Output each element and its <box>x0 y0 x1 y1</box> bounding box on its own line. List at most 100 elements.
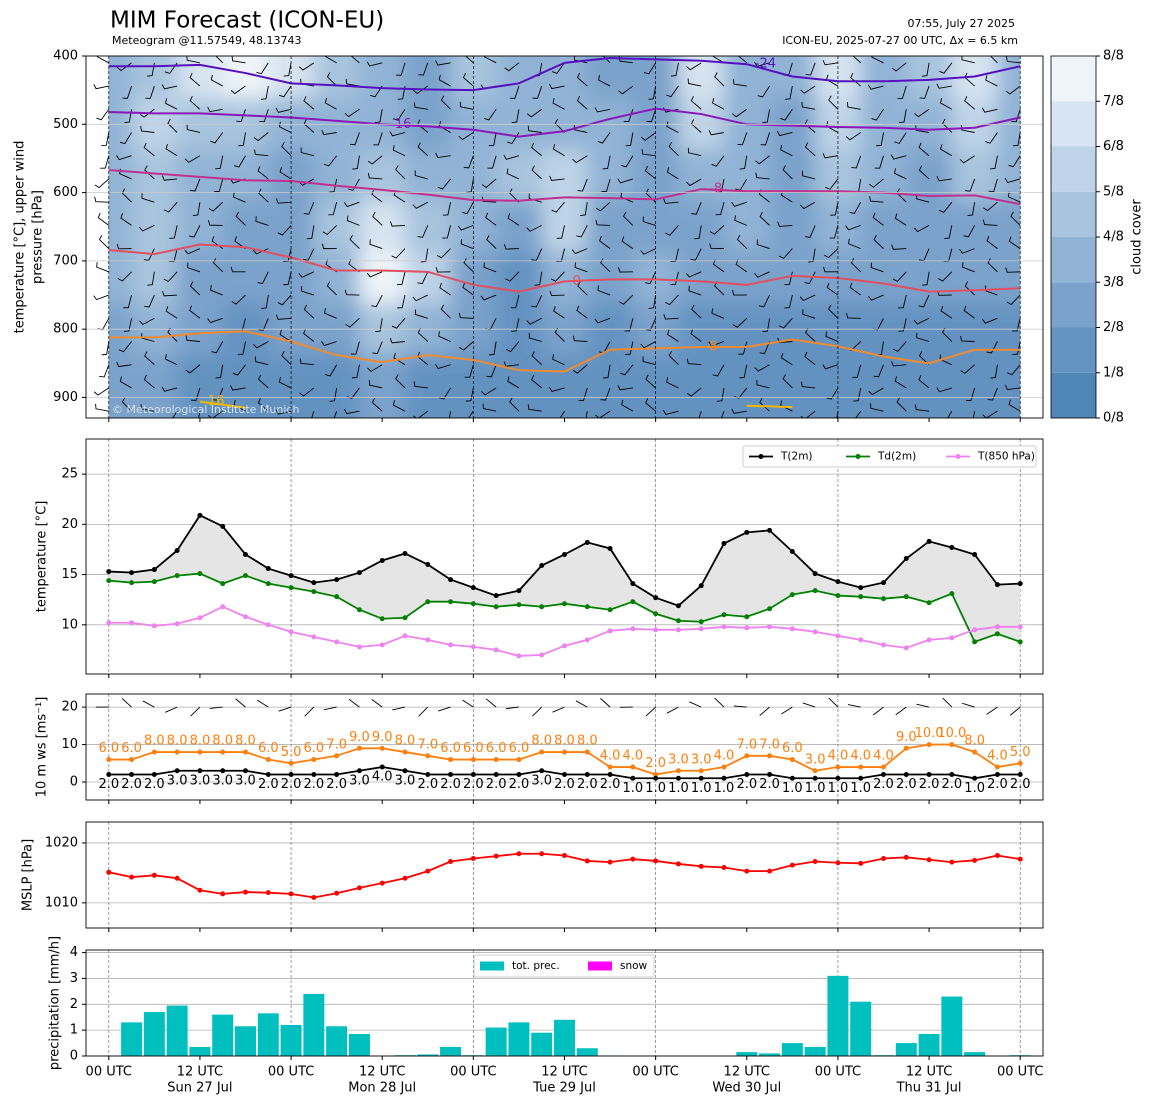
wind-barb <box>573 124 588 133</box>
colorbar-tick-label: 8/8 <box>1103 49 1124 64</box>
bar <box>941 996 963 1056</box>
wind-barb <box>576 305 588 319</box>
wind-barb <box>964 281 975 296</box>
wind-barb <box>371 397 383 412</box>
wind-barb <box>990 155 998 170</box>
marker <box>516 772 522 778</box>
wind-barb <box>531 374 542 389</box>
wind-barb <box>489 341 497 356</box>
value-label: 2.0 <box>304 777 325 792</box>
wind-barb <box>641 149 656 157</box>
wind-barb <box>595 219 611 226</box>
marker <box>881 764 886 770</box>
wind-barb <box>511 318 520 332</box>
wind-barb <box>350 56 360 64</box>
wind-barb <box>825 178 839 190</box>
wind-barb <box>619 294 634 305</box>
cloud-cell <box>678 201 725 253</box>
wind-barb <box>964 96 975 110</box>
run-time: 07:55, July 27 2025 <box>908 17 1015 30</box>
marker <box>562 643 567 649</box>
cloud-cell <box>860 201 907 253</box>
bar <box>326 1026 348 1056</box>
wind-barb <box>799 201 816 210</box>
wind-barb <box>162 291 178 297</box>
marker <box>858 860 864 866</box>
wind-barb <box>552 706 565 713</box>
x-tick-label: 12 UTC <box>541 1065 587 1080</box>
colorbar-tick-label: 4/8 <box>1103 230 1124 245</box>
bar <box>303 993 325 1056</box>
wind-barb <box>939 98 953 110</box>
wind-barb <box>576 72 588 87</box>
marker <box>220 581 226 587</box>
wind-barb <box>186 56 201 64</box>
value-label: 8.0 <box>964 734 985 749</box>
x-tick-label: 00 UTC <box>450 1065 496 1080</box>
wind-barb <box>694 225 702 240</box>
wind-barb <box>349 132 360 146</box>
y-tick-label: 1010 <box>45 895 78 910</box>
wind-barb <box>585 411 588 418</box>
wind-barb <box>366 61 383 67</box>
wind-barb <box>549 83 565 90</box>
wind-barb <box>853 387 862 402</box>
wind-barb <box>778 248 793 259</box>
wind-barb <box>873 235 884 249</box>
bar <box>850 1001 872 1056</box>
cloud-cell <box>131 149 178 202</box>
wind-barb <box>962 702 975 708</box>
wind-barb <box>824 248 839 259</box>
wind-barb <box>483 262 497 273</box>
wind-barb <box>391 248 406 259</box>
wind-barb <box>531 248 543 261</box>
wind-barb <box>836 411 839 418</box>
cloud-cell <box>587 354 634 418</box>
wind-barb <box>210 285 223 296</box>
wind-barb <box>754 364 770 372</box>
marker <box>949 635 955 641</box>
wind-barb <box>352 155 360 170</box>
marker <box>356 885 362 891</box>
wind-barb <box>184 248 201 255</box>
cloud-cell <box>177 56 224 100</box>
cloud-cell <box>951 252 998 305</box>
wind-barb <box>233 155 246 168</box>
colorbar-tick-label: 2/8 <box>1103 320 1124 335</box>
wind-barb <box>595 201 611 212</box>
wind-barb <box>1007 364 1021 376</box>
marker <box>265 890 271 896</box>
wind-barb <box>829 225 839 239</box>
cloud-cell <box>951 201 998 253</box>
wind-barb <box>918 375 930 389</box>
wind-barb <box>301 286 314 296</box>
wind-barb <box>619 364 634 376</box>
wind-barb <box>439 282 451 296</box>
marker <box>356 570 362 576</box>
cloud-cell <box>177 252 224 305</box>
colorbar-band <box>1051 372 1096 418</box>
wind-barb <box>780 352 793 366</box>
run-info: ICON-EU, 2025-07-27 00 UTC, Δx = 6.5 km <box>782 34 1018 47</box>
wind-barb <box>868 387 884 396</box>
wind-barb <box>417 271 429 285</box>
marker <box>835 775 841 781</box>
value-label: 1.0 <box>623 781 644 796</box>
marker <box>106 869 112 875</box>
wind-barb <box>142 700 155 708</box>
marker <box>972 627 978 633</box>
bar <box>417 1054 439 1056</box>
wind-barb <box>93 387 110 396</box>
wind-barb <box>602 155 611 170</box>
marker <box>630 626 636 632</box>
wind-barb <box>164 354 178 366</box>
wind-barb <box>734 215 747 226</box>
wind-barb <box>646 109 657 123</box>
marker <box>448 757 454 763</box>
y-axis-label: temperature [°C], upper wind <box>13 141 28 334</box>
wind-barb <box>503 244 519 250</box>
value-label: 2.0 <box>98 777 119 792</box>
wind-barb <box>894 168 907 180</box>
wind-barb <box>898 109 907 123</box>
marker <box>630 581 636 587</box>
